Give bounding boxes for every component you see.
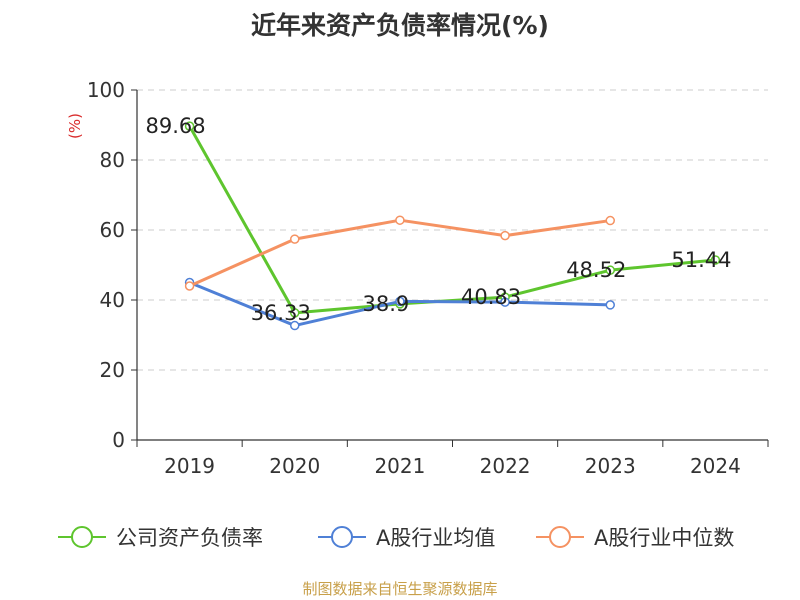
- grid-lines: [137, 89, 768, 371]
- x-tick-label-2024: 2024: [690, 454, 741, 478]
- y-tick-label: 20: [100, 358, 125, 382]
- legend: 公司资产负债率 A股行业均值 A股行业中位数: [58, 526, 734, 550]
- legend-label: 公司资产负债率: [116, 526, 263, 550]
- data-label: 51.44: [671, 248, 731, 272]
- series-point-0: [605, 265, 615, 275]
- series-point-1: [395, 296, 405, 307]
- legend-item-1: A股行业均值: [318, 526, 495, 550]
- axes: 0 20 40 60 80 100(%) 2019 2020 2021 2022 2023 2024: [66, 78, 769, 478]
- series-point-1: [605, 300, 615, 310]
- series-point-2: [184, 281, 195, 291]
- series-point-2: [290, 234, 300, 244]
- series-point-2: [500, 230, 510, 241]
- data-labels: 89.68 36.33 38.9 40.83 48.52 51.44: [146, 114, 732, 325]
- series-point-0: [184, 121, 195, 131]
- series-point-2: [605, 215, 615, 226]
- series-line-0: [188, 125, 716, 315]
- legend-item-2: A股行业中位数: [536, 526, 734, 550]
- x-tick-label-2022: 2022: [480, 454, 531, 478]
- y-tick-label: 40: [100, 288, 125, 312]
- y-tick-label: 60: [100, 218, 125, 242]
- x-tick-label-2021: 2021: [374, 454, 425, 478]
- legend-swatch-marker: [71, 526, 93, 548]
- legend-swatch-marker: [549, 526, 571, 548]
- chart-title: 近年来资产负债率情况(%): [251, 11, 549, 40]
- source-note: 制图数据来自恒生聚源数据库: [302, 580, 498, 598]
- x-tick-label-2019: 2019: [164, 454, 215, 478]
- data-label: 36.33: [251, 301, 311, 325]
- legend-swatch-marker: [331, 526, 353, 548]
- data-label: 48.52: [566, 258, 626, 282]
- series-point-2: [395, 215, 405, 225]
- y-tick-label: 0: [112, 428, 125, 452]
- series-point-0: [710, 255, 721, 265]
- x-tick-label-2023: 2023: [585, 454, 636, 478]
- y-tick-label: 100: [87, 78, 125, 102]
- data-label: 89.68: [146, 114, 206, 138]
- series-lines: [184, 121, 721, 331]
- data-label: 40.83: [461, 285, 521, 309]
- y-tick-label: 80: [100, 148, 125, 172]
- data-label: 38.9: [363, 292, 410, 316]
- legend-item-0: 公司资产负债率: [58, 526, 263, 550]
- legend-label: A股行业均值: [376, 526, 495, 550]
- legend-label: A股行业中位数: [594, 526, 734, 550]
- y-axis-label: (%): [66, 113, 84, 139]
- series-point-0: [290, 308, 300, 318]
- x-tick-label-2020: 2020: [269, 454, 320, 478]
- series-point-1: [500, 297, 510, 307]
- series-point-1: [290, 320, 300, 331]
